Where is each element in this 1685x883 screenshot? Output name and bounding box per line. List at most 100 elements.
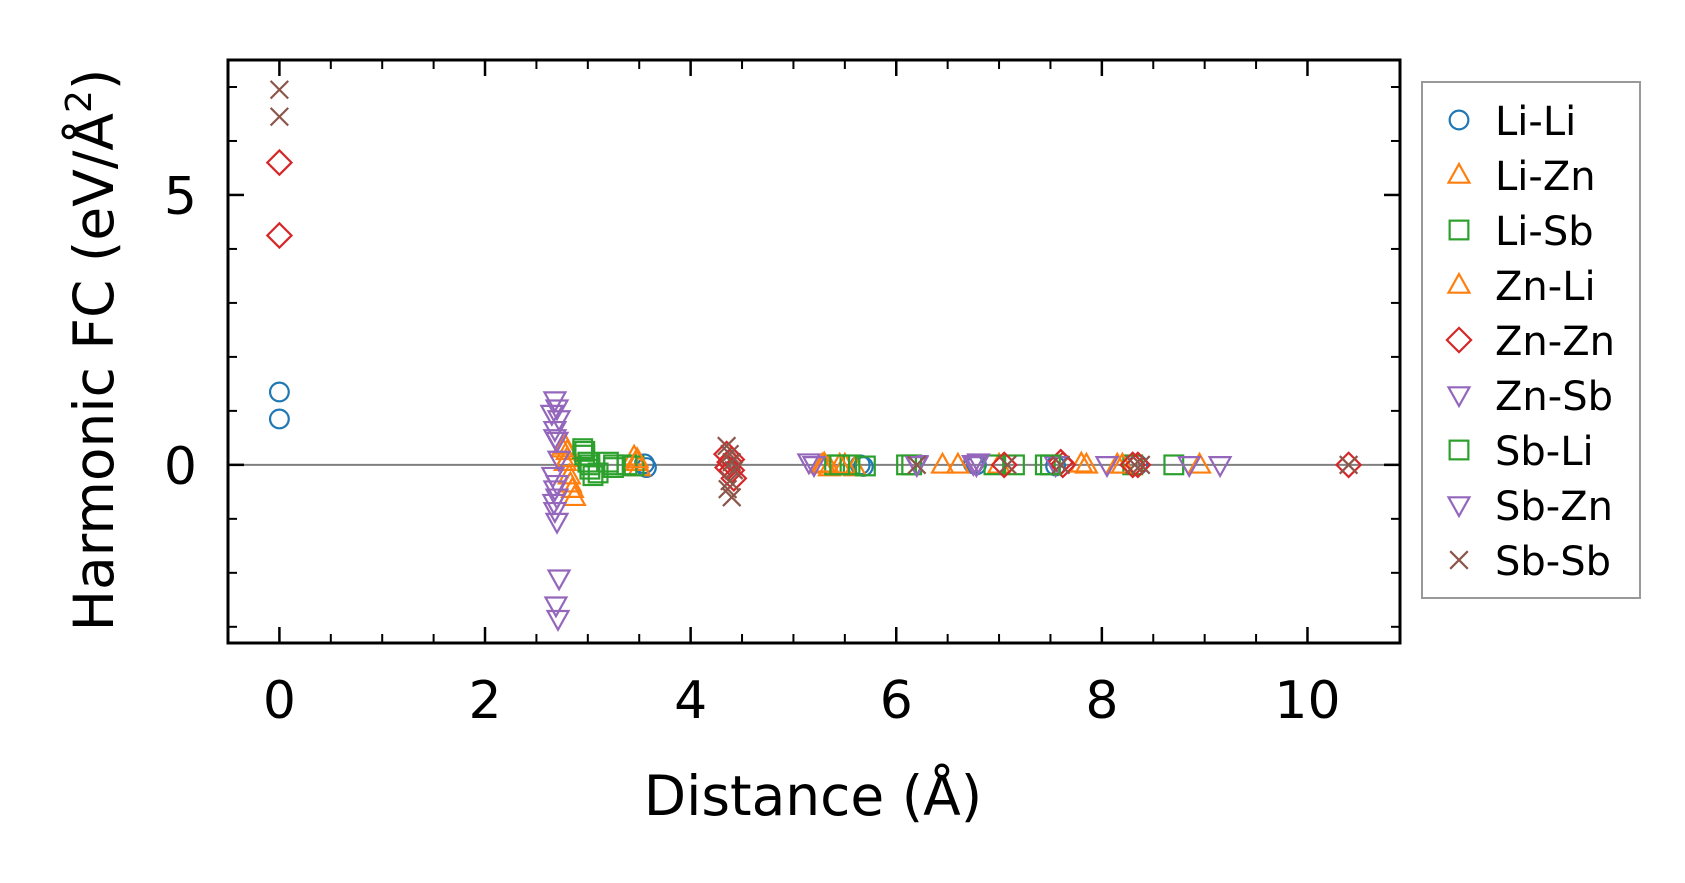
data-point	[1094, 456, 1120, 479]
x-tick-label: 0	[263, 671, 296, 731]
legend-marker-zn-li	[1446, 271, 1472, 294]
data-point	[603, 454, 624, 476]
data-point	[854, 455, 876, 477]
legend-marker-li-zn	[1446, 161, 1472, 184]
data-point	[541, 493, 567, 516]
legend-marker-sb-zn	[1446, 496, 1472, 519]
data-point	[544, 512, 570, 535]
data-point	[545, 609, 571, 632]
data-point	[1049, 451, 1077, 479]
data-point	[796, 453, 822, 476]
data-point	[1004, 454, 1025, 476]
data-point	[722, 452, 742, 472]
legend-label-zn-li: Zn-Li	[1495, 264, 1596, 310]
y-axis-label-main: Harmonic FC (eV/Å	[61, 113, 126, 632]
legend-label-zn-sb: Zn-Sb	[1495, 374, 1613, 420]
legend-marker-zn-zn	[1445, 326, 1473, 354]
data-point	[544, 474, 570, 498]
data-point	[269, 80, 289, 100]
data-point	[582, 465, 604, 487]
data-point	[720, 471, 740, 491]
data-point	[539, 404, 565, 427]
legend-box	[1421, 81, 1641, 599]
data-point	[720, 444, 740, 464]
data-point	[904, 456, 930, 479]
series-li-zn	[552, 432, 1212, 507]
data-point	[542, 501, 568, 525]
plot-frame	[226, 58, 1402, 645]
data-point	[801, 456, 827, 479]
series-zn-zn	[265, 148, 1363, 493]
y-tick-label: 0	[164, 437, 197, 497]
x-tick-label: 4	[674, 671, 707, 731]
data-point	[718, 479, 738, 499]
data-point	[1207, 456, 1233, 479]
legend-label-sb-zn: Sb-Zn	[1495, 484, 1613, 530]
data-point	[983, 454, 1005, 476]
data-point	[945, 451, 971, 474]
data-point	[544, 399, 570, 422]
data-point	[268, 408, 290, 430]
y-tick-label: 5	[164, 167, 197, 227]
legend-label-li-sb: Li-Sb	[1495, 209, 1594, 255]
series-zn-sb	[540, 391, 1202, 592]
data-markers	[265, 80, 1363, 632]
legend-label-sb-li: Sb-Li	[1495, 429, 1594, 475]
data-point	[265, 148, 294, 177]
data-point	[720, 464, 748, 493]
y-axis-label: Harmonic FC (eV/Å2)	[59, 69, 126, 632]
data-point	[623, 455, 645, 477]
data-point	[827, 451, 853, 474]
data-point	[546, 569, 572, 592]
legend-marker-sb-li	[1448, 439, 1470, 461]
legend-label-li-zn: Li-Zn	[1495, 154, 1596, 200]
data-point	[829, 454, 851, 476]
series-sb-li	[574, 440, 1061, 484]
y-axis-label-end: )	[62, 69, 126, 90]
data-point	[552, 448, 578, 471]
data-point	[572, 438, 594, 460]
data-point	[1339, 455, 1359, 475]
data-point	[1051, 455, 1071, 475]
data-point	[542, 429, 568, 452]
data-point	[1187, 451, 1212, 474]
data-point	[542, 420, 568, 444]
x-tick-label: 10	[1274, 671, 1340, 731]
data-point	[269, 107, 289, 127]
x-tick-label: 6	[880, 671, 913, 731]
data-point	[546, 450, 572, 473]
data-point	[265, 221, 294, 250]
series-sb-sb	[269, 80, 1359, 507]
series-sb-zn	[539, 404, 1233, 632]
data-point	[562, 483, 587, 507]
tick-labels: 0 2 4 6 8 10 0 5	[164, 167, 1341, 731]
data-point	[574, 440, 596, 462]
axis-ticks	[228, 60, 1400, 643]
data-point	[1334, 451, 1363, 479]
plot-area	[226, 58, 1402, 645]
data-point	[907, 455, 927, 475]
data-point	[1125, 455, 1145, 475]
x-tick-label: 8	[1085, 671, 1118, 731]
legend-marker-li-li	[1448, 109, 1470, 131]
legend-marker-sb-sb	[1449, 550, 1469, 570]
data-point	[1119, 451, 1147, 479]
data-point	[542, 391, 568, 414]
y-axis-label-superscript: 2	[59, 90, 100, 113]
data-point	[1176, 456, 1202, 479]
data-point	[268, 381, 290, 403]
x-tick-label: 2	[468, 671, 501, 731]
data-point	[624, 446, 650, 469]
legend-label-sb-sb: Sb-Sb	[1495, 539, 1611, 585]
data-point	[724, 460, 744, 480]
data-point	[1131, 455, 1151, 475]
data-point	[964, 456, 989, 479]
data-point	[930, 451, 955, 474]
legend-label-zn-zn: Zn-Zn	[1495, 319, 1615, 365]
data-point	[997, 455, 1017, 475]
data-point	[579, 454, 601, 476]
legend-label-li-li: Li-Li	[1495, 99, 1576, 145]
x-axis-label: Distance (Å)	[644, 763, 983, 828]
legend: Li-Li Li-Zn Li-Sb Zn-Li Zn-Zn Zn-Sb Sb-Li Sb-Zn…	[1421, 81, 1641, 599]
